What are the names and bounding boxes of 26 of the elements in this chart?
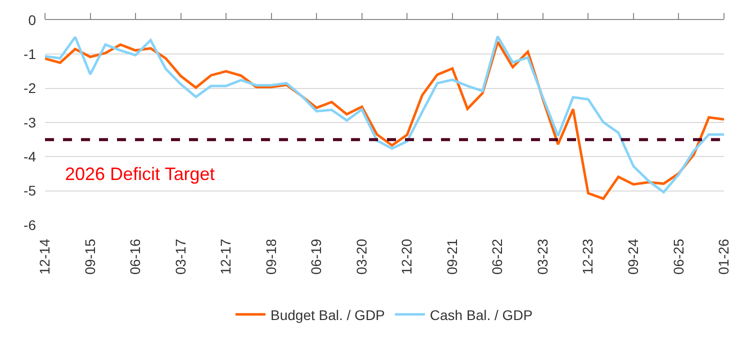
annotation: 2026 Deficit Target (65, 164, 215, 184)
legend-label: Budget Bal. / GDP (270, 306, 385, 323)
y-tick-label: 0 (28, 12, 36, 28)
y-tick-label: -5 (24, 182, 36, 199)
x-tick-label: 09-21 (444, 238, 460, 275)
x-tick-label: 09-15 (82, 238, 98, 275)
x-tick-label: 09-24 (625, 238, 642, 275)
y-tick-label: -3 (24, 114, 36, 130)
x-tick-label: 01-26 (716, 238, 732, 275)
y-tick-label: -4 (24, 148, 36, 165)
x-tick-label: 03-23 (534, 238, 550, 275)
x-tick-label: 03-20 (353, 238, 370, 275)
legend-label: Cash Bal. / GDP (430, 306, 533, 323)
x-tick-label: 06-25 (670, 238, 686, 275)
x-tick-label: 06-16 (127, 238, 144, 275)
x-tick-label: 06-19 (308, 238, 324, 275)
x-tick-label: 06-22 (489, 238, 506, 275)
y-tick-label: -2 (24, 80, 36, 96)
x-tick-label: 03-17 (172, 238, 188, 275)
x-tick-label: 12-17 (218, 238, 234, 275)
x-tick-label: 12-20 (398, 238, 415, 275)
x-tick-label: 09-18 (262, 238, 279, 275)
y-tick-label: -1 (24, 46, 36, 62)
y-tick-label: -6 (24, 216, 36, 233)
x-tick-label: 12-23 (580, 238, 596, 275)
x-tick-label: 12-14 (36, 238, 53, 275)
